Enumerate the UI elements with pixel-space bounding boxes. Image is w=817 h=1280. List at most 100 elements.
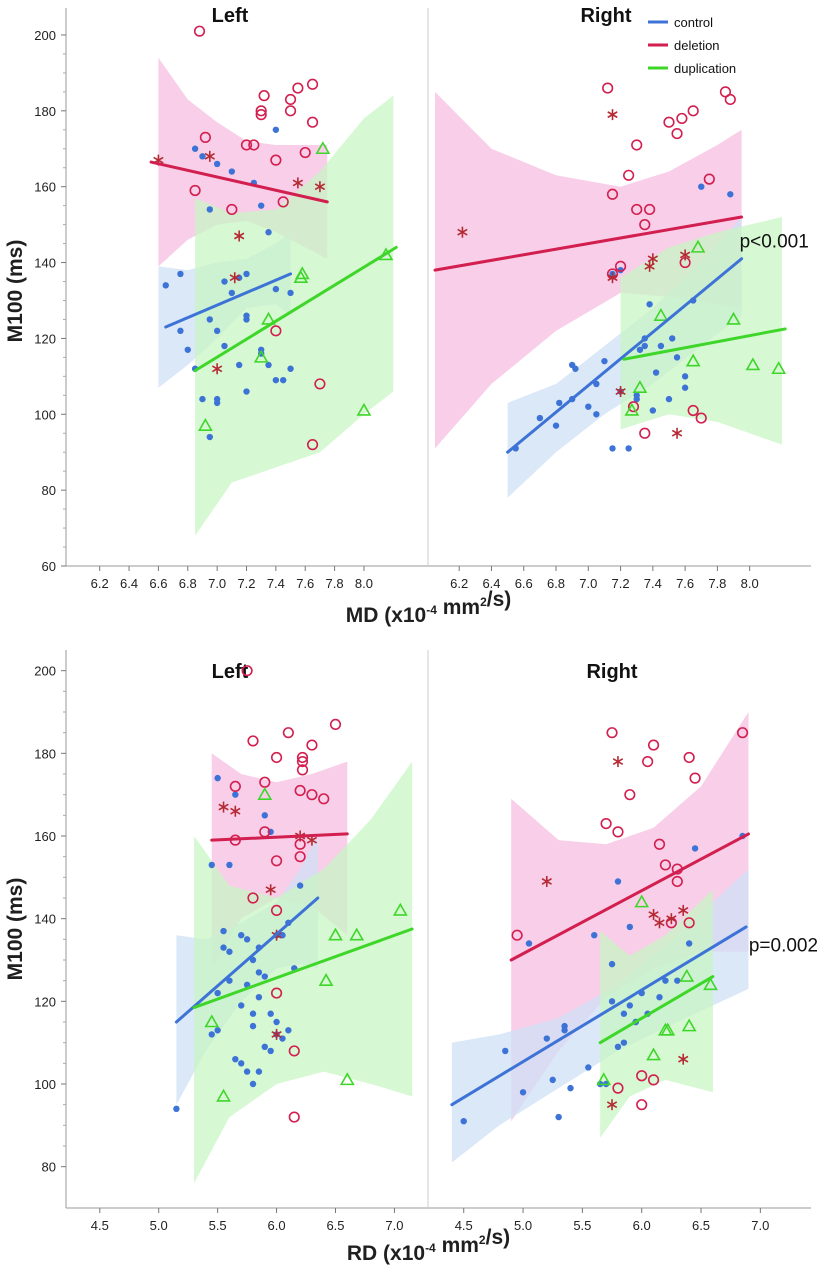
control-point — [214, 774, 221, 782]
control-point — [208, 861, 215, 869]
x-tick-label: 7.0 — [208, 576, 226, 591]
x-tick-label: 8.0 — [741, 576, 759, 591]
deletion-point — [284, 105, 297, 117]
control-fit-line — [174, 896, 320, 1024]
y-tick-label: 100 — [34, 407, 56, 422]
control-point — [620, 1039, 628, 1046]
chart-2: 80 100 120 140 160 180 200 M100 (ms) RD (x10-4 m… — [4, 650, 817, 1265]
x-tick-label: 4.5 — [455, 1218, 473, 1233]
control-point — [214, 1027, 221, 1034]
control-point — [228, 289, 236, 297]
control-point — [657, 342, 665, 350]
x-tick-label: 8.0 — [355, 576, 373, 591]
deletion-point — [270, 154, 282, 166]
x-tick-label: 6.8 — [179, 576, 197, 591]
p-value-annotation: p=0.002 — [749, 936, 817, 957]
control-point — [273, 1018, 280, 1026]
deletion-asterisk-point — [457, 226, 468, 238]
control-point — [608, 998, 616, 1005]
duplication-point — [624, 402, 640, 416]
deletion-point — [318, 793, 330, 805]
duplication-point — [685, 353, 701, 367]
control-point — [285, 1027, 292, 1034]
deletion-point — [294, 784, 306, 797]
duplication-point — [596, 1072, 612, 1086]
deletion-point — [248, 139, 260, 151]
x-tick-label: 5.0 — [514, 1218, 532, 1233]
deletion-asterisk-point — [647, 253, 659, 265]
deletion-point — [703, 173, 715, 185]
control-point — [646, 301, 653, 308]
control-point — [206, 316, 213, 323]
deletion-point — [258, 90, 270, 102]
deletion-point — [292, 82, 304, 94]
deletion-asterisk-point — [644, 260, 655, 272]
deletion-point — [306, 116, 319, 128]
deletion-point — [606, 188, 619, 200]
control-point — [206, 433, 213, 441]
deletion-point — [736, 727, 749, 739]
control-point — [243, 1068, 251, 1075]
x-tick-label: 6.2 — [91, 576, 109, 591]
duplication-point — [703, 977, 718, 991]
control-point — [213, 327, 221, 335]
x-tick-label: 5.5 — [573, 1218, 591, 1233]
deletion-point — [671, 127, 683, 140]
control-point — [261, 973, 268, 980]
control-point — [199, 395, 206, 403]
deletion-asterisk-point — [271, 1028, 282, 1040]
duplication-point — [315, 141, 331, 155]
control-point — [685, 940, 693, 947]
deletion-asterisk-point — [229, 272, 240, 284]
control-point — [552, 422, 560, 429]
deletion-point — [255, 109, 267, 121]
deletion-point — [247, 892, 259, 904]
deletion-point — [659, 859, 672, 871]
y-tick-label: 180 — [34, 104, 56, 119]
deletion-point — [270, 325, 282, 337]
control-point — [625, 445, 632, 452]
y-tick-label: 60 — [42, 559, 56, 574]
deletion-point — [724, 93, 736, 106]
control-point — [681, 373, 689, 380]
duplication-point — [349, 927, 365, 941]
y-tick-label: 80 — [42, 483, 56, 498]
deletion-fit-line — [433, 215, 744, 272]
control-point — [572, 365, 579, 372]
control-point — [593, 380, 600, 388]
control-point — [561, 1022, 568, 1030]
deletion-point — [270, 751, 283, 764]
panel-left: Left 6.2 6.4 6.6 6.8 7.0 7.2 7.4 7.6 7.8 8.0 — [91, 5, 398, 591]
x-tick-label: 7.6 — [676, 576, 694, 591]
y-tick-label: 180 — [34, 746, 56, 761]
deletion-fit-line — [509, 832, 750, 962]
duplication-point — [294, 266, 310, 280]
legend-label-control: control — [674, 15, 713, 30]
deletion-point — [624, 789, 636, 801]
deletion-point — [612, 826, 624, 838]
control-point — [287, 289, 294, 297]
deletion-point — [306, 439, 319, 451]
control-point — [226, 977, 233, 984]
duplication-confidence-band — [195, 95, 394, 536]
control-point — [265, 361, 272, 369]
x-tick-label: 7.6 — [296, 576, 314, 591]
control-point — [633, 392, 640, 399]
deletion-point — [653, 838, 666, 850]
x-tick-label: 7.4 — [644, 576, 662, 591]
control-point — [652, 369, 660, 376]
legend: control deletion duplication — [648, 15, 736, 76]
x-tick-label: 6.5 — [692, 1218, 710, 1233]
x-tick-label: 7.0 — [579, 576, 597, 591]
control-point — [549, 1076, 556, 1084]
deletion-point — [241, 665, 253, 677]
legend-label-deletion: deletion — [674, 38, 720, 53]
control-point — [614, 878, 622, 885]
control-point — [674, 977, 681, 984]
control-point — [591, 932, 598, 939]
control-point — [243, 936, 251, 943]
duplication-confidence-band — [620, 217, 782, 445]
y-tick-label: 80 — [42, 1160, 56, 1175]
duplication-point — [653, 308, 669, 321]
